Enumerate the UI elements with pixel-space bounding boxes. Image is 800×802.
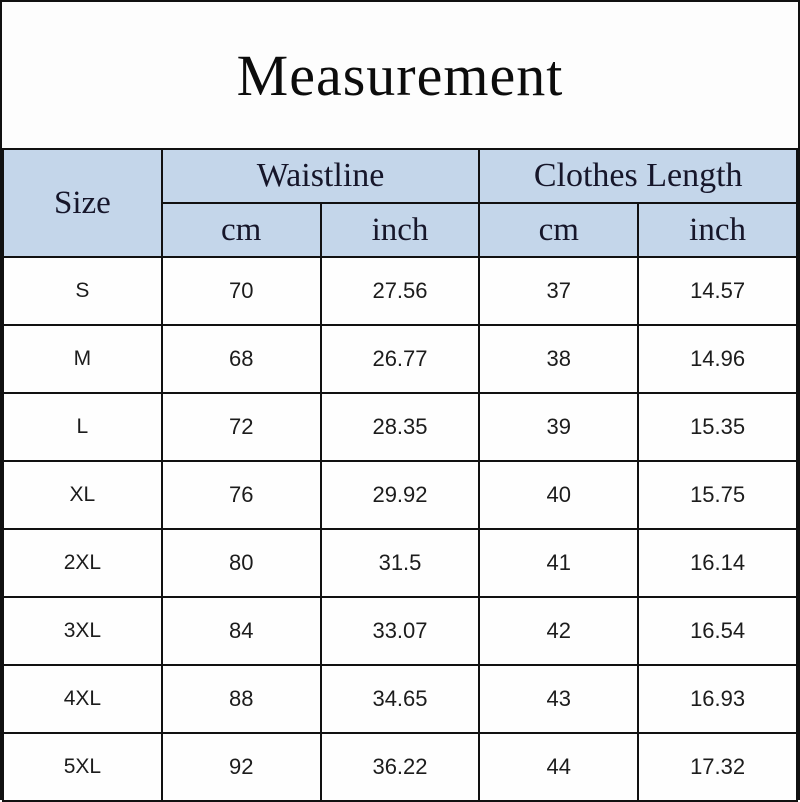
- measurement-value: 26.77: [319, 324, 481, 394]
- measurement-value: 15.75: [637, 460, 798, 530]
- measurement-value: 27.56: [319, 256, 481, 326]
- measurement-value: 72: [160, 392, 322, 462]
- measurement-value: 16.93: [637, 664, 798, 734]
- col-header-waistline-cm: cm: [160, 202, 322, 258]
- size-label: 5XL: [2, 732, 163, 802]
- col-header-size: Size: [2, 148, 163, 258]
- col-header-waistline-inch: inch: [319, 202, 481, 258]
- page-title: Measurement: [236, 42, 564, 108]
- measurement-value: 88: [160, 664, 322, 734]
- measurement-value: 15.35: [637, 392, 798, 462]
- table-header: Size Waistline Clothes Length cm inch cm…: [2, 148, 798, 258]
- size-label: 2XL: [2, 528, 163, 598]
- table-row: M 68 26.77 38 14.96: [2, 324, 798, 394]
- measurement-value: 70: [160, 256, 322, 326]
- measurement-value: 68: [160, 324, 322, 394]
- table-body: S 70 27.56 37 14.57 M 68 26.77 38 14.96 L 72 28.35 39…: [2, 256, 798, 802]
- measurement-value: 92: [160, 732, 322, 802]
- measurement-value: 31.5: [319, 528, 481, 598]
- size-label: 4XL: [2, 664, 163, 734]
- table-row: L 72 28.35 39 15.35: [2, 392, 798, 462]
- measurement-value: 16.14: [637, 528, 798, 598]
- col-header-waistline: Waistline: [160, 148, 481, 204]
- col-header-clothes-length-cm: cm: [478, 202, 640, 258]
- measurement-value: 37: [478, 256, 640, 326]
- measurement-value: 14.96: [637, 324, 798, 394]
- size-label: 3XL: [2, 596, 163, 666]
- table-row: 4XL 88 34.65 43 16.93: [2, 664, 798, 734]
- measurement-value: 29.92: [319, 460, 481, 530]
- table-row: 3XL 84 33.07 42 16.54: [2, 596, 798, 666]
- col-header-clothes-length-inch: inch: [637, 202, 798, 258]
- title-area: Measurement: [2, 2, 798, 148]
- measurement-value: 84: [160, 596, 322, 666]
- header-row-units: cm inch cm inch: [3, 202, 798, 258]
- table-row: 2XL 80 31.5 41 16.14: [2, 528, 798, 598]
- measurement-value: 44: [478, 732, 640, 802]
- table-row: S 70 27.56 37 14.57: [2, 256, 798, 326]
- measurement-value: 34.65: [319, 664, 481, 734]
- measurement-value: 33.07: [319, 596, 481, 666]
- header-row-groups: Size Waistline Clothes Length: [2, 148, 798, 258]
- measurement-value: 41: [478, 528, 640, 598]
- measurement-value: 76: [160, 460, 322, 530]
- size-label: S: [2, 256, 163, 326]
- measurement-value: 36.22: [319, 732, 481, 802]
- table-row: 5XL 92 36.22 44 17.32: [2, 732, 798, 802]
- size-label: M: [2, 324, 163, 394]
- measurement-value: 28.35: [319, 392, 481, 462]
- measurement-value: 39: [478, 392, 640, 462]
- measurement-value: 80: [160, 528, 322, 598]
- size-label: L: [2, 392, 163, 462]
- measurement-value: 14.57: [637, 256, 798, 326]
- size-label: XL: [2, 460, 163, 530]
- measurement-value: 43: [478, 664, 640, 734]
- measurement-value: 42: [478, 596, 640, 666]
- measurement-value: 40: [478, 460, 640, 530]
- measurement-value: 16.54: [637, 596, 798, 666]
- table-row: XL 76 29.92 40 15.75: [2, 460, 798, 530]
- measurement-value: 38: [478, 324, 640, 394]
- measurement-value: 17.32: [637, 732, 798, 802]
- col-header-clothes-length: Clothes Length: [478, 148, 798, 204]
- measurement-table: Size Waistline Clothes Length cm inch cm…: [2, 148, 798, 802]
